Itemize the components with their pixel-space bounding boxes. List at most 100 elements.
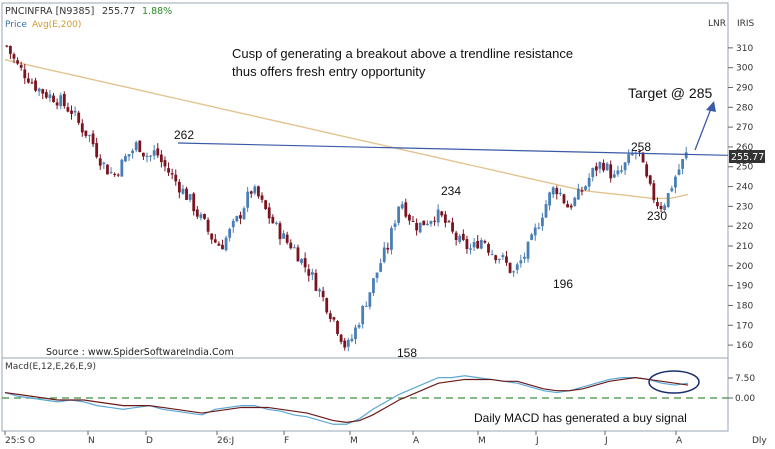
y-tick-label: 190 bbox=[736, 282, 753, 292]
candle-body bbox=[681, 159, 685, 169]
candle-body bbox=[562, 194, 566, 204]
candle-body bbox=[159, 154, 163, 163]
candle-body bbox=[116, 174, 120, 176]
candle-body bbox=[66, 107, 70, 112]
candle-body bbox=[472, 242, 476, 248]
candle-body bbox=[26, 78, 30, 83]
candle-body bbox=[124, 156, 127, 162]
candle-body bbox=[555, 188, 559, 195]
candle-body bbox=[436, 209, 440, 223]
candle-body bbox=[195, 209, 199, 217]
candle-body bbox=[285, 234, 289, 243]
point-label-230: 230 bbox=[647, 209, 667, 223]
candle-body bbox=[264, 200, 268, 210]
candle-body bbox=[224, 237, 228, 251]
candle-body bbox=[145, 155, 149, 157]
candle-body bbox=[41, 89, 45, 94]
macd-series-macd bbox=[4, 375, 689, 425]
candle-body bbox=[62, 93, 66, 107]
candle-body bbox=[253, 186, 257, 194]
ema200-line bbox=[4, 59, 689, 200]
candle-body bbox=[267, 207, 271, 219]
candle-body bbox=[425, 223, 429, 225]
candle-body bbox=[598, 162, 602, 169]
candle-body bbox=[483, 241, 487, 243]
candle-body bbox=[368, 292, 372, 307]
candle-body bbox=[390, 228, 393, 250]
candle-body bbox=[23, 69, 27, 79]
candle-body bbox=[91, 133, 95, 145]
candle-body bbox=[249, 191, 253, 194]
candle-body bbox=[684, 152, 688, 159]
x-tick-label: 25:S O bbox=[5, 436, 35, 446]
candle-body bbox=[497, 258, 501, 260]
candle-body bbox=[289, 242, 293, 249]
candle-body bbox=[379, 263, 383, 272]
candle-body bbox=[663, 205, 667, 211]
candle-body bbox=[70, 110, 73, 114]
candle-body bbox=[34, 80, 37, 91]
target-label: Target @ 285 bbox=[628, 85, 712, 101]
y-tick-label: 230 bbox=[736, 202, 753, 212]
candle-body bbox=[109, 172, 113, 174]
candle-body bbox=[292, 247, 296, 249]
candle-body bbox=[515, 264, 519, 270]
candle-body bbox=[656, 202, 659, 207]
brand-label: IRIS bbox=[737, 19, 755, 29]
candle-body bbox=[152, 150, 156, 156]
candle-body bbox=[408, 214, 411, 221]
candle-body bbox=[530, 234, 534, 240]
candle-body bbox=[533, 227, 537, 236]
candle-body bbox=[573, 197, 577, 206]
y-tick-label: 160 bbox=[736, 341, 753, 351]
candle-body bbox=[602, 162, 605, 171]
candle-body bbox=[246, 191, 250, 208]
candle-body bbox=[177, 181, 181, 193]
candle-body bbox=[210, 233, 214, 240]
candle-body bbox=[422, 220, 426, 226]
y-tick-label: 280 bbox=[736, 103, 753, 113]
candle-body bbox=[638, 151, 641, 153]
candle-body bbox=[641, 152, 645, 163]
x-tick-label: J bbox=[535, 436, 539, 446]
candle-body bbox=[336, 321, 339, 334]
candle-body bbox=[429, 220, 433, 224]
candle-body bbox=[519, 260, 523, 264]
candle-body bbox=[206, 219, 210, 232]
candle-body bbox=[95, 143, 99, 158]
source-credit: Source : www.SpiderSoftwareIndia.Com bbox=[46, 347, 234, 358]
y-tick-label: 200 bbox=[736, 262, 753, 272]
legend-price: Price bbox=[5, 20, 27, 30]
candle-body bbox=[400, 204, 404, 209]
candle-body bbox=[627, 154, 631, 163]
candle-body bbox=[321, 290, 325, 298]
candle-body bbox=[239, 215, 242, 219]
candle-body bbox=[393, 223, 397, 227]
candle-body bbox=[544, 204, 548, 218]
candle-body bbox=[325, 298, 329, 313]
candle-body bbox=[354, 327, 357, 340]
point-label-158: 158 bbox=[397, 346, 417, 360]
candle-body bbox=[490, 253, 494, 255]
candle-body bbox=[594, 166, 598, 171]
candle-body bbox=[343, 340, 347, 348]
x-tick-label: J bbox=[604, 436, 608, 446]
candle-body bbox=[332, 317, 336, 320]
candle-body bbox=[310, 272, 314, 275]
candle-body bbox=[630, 153, 634, 156]
y-tick-label: 250 bbox=[736, 163, 753, 173]
macd-tick-000: 0.00 bbox=[735, 394, 755, 404]
x-tick-label: 26:J bbox=[217, 436, 234, 446]
candle-body bbox=[185, 188, 188, 200]
candle-body bbox=[494, 255, 498, 261]
candle-body bbox=[558, 192, 562, 195]
candle-body bbox=[55, 102, 59, 106]
candle-body bbox=[523, 256, 526, 259]
candle-body bbox=[156, 148, 160, 156]
candle-body bbox=[127, 154, 131, 157]
candle-body bbox=[80, 123, 84, 133]
candle-body bbox=[361, 306, 365, 325]
candle-body bbox=[411, 220, 415, 222]
